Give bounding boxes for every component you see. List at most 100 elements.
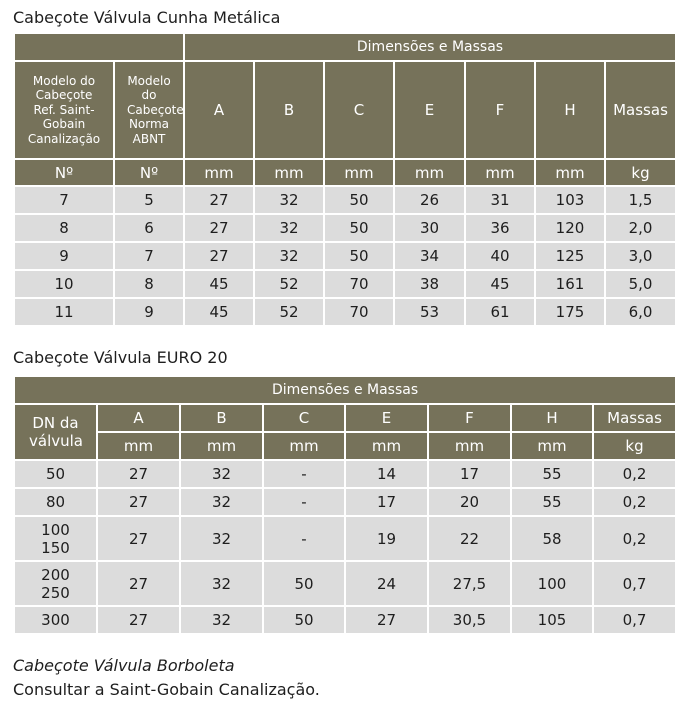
table-cell: 2,0	[604, 213, 677, 243]
table-cell: 1,5	[604, 185, 677, 215]
table2-unit: kg	[591, 431, 678, 461]
table-cell: 9	[13, 241, 115, 271]
table-cell: 103	[534, 185, 606, 215]
table-cell: 19	[344, 515, 429, 562]
table-cell: 32	[179, 487, 264, 517]
table-cell: 34	[393, 241, 466, 271]
table-cell: 161	[534, 269, 606, 299]
table1-unit: mm	[464, 158, 536, 187]
table-cell: 70	[323, 297, 395, 327]
table-cell: 30	[393, 213, 466, 243]
table2-header-e: E	[344, 403, 429, 433]
table-cell: 7	[13, 185, 115, 215]
table2: Dimensões e Massas DN da válvula A B C E…	[12, 375, 678, 635]
table-row: 10 8 45 52 70 38 45 161 5,0	[13, 269, 677, 299]
table-cell: 120	[534, 213, 606, 243]
table-cell: 27	[96, 459, 181, 489]
table-cell: 40	[464, 241, 536, 271]
table2-unit: mm	[427, 431, 512, 461]
table1-unit: mm	[323, 158, 395, 187]
table-cell: 5,0	[604, 269, 677, 299]
table2-header-f: F	[427, 403, 512, 433]
table1-col1-header: Modelo do Cabeçote Ref. Saint-Gobain Can…	[13, 60, 115, 160]
table1-header-b: B	[253, 60, 325, 160]
table2-unit: mm	[179, 431, 264, 461]
table1-title: Cabeçote Válvula Cunha Metálica	[13, 8, 281, 27]
table-cell: 32	[253, 213, 325, 243]
table-cell: 27	[183, 185, 255, 215]
table-cell: 58	[510, 515, 594, 562]
table1-header-a: A	[183, 60, 255, 160]
table-cell: 70	[323, 269, 395, 299]
table2-header-h: H	[510, 403, 594, 433]
table2-header-b: B	[179, 403, 264, 433]
table-cell: 0,2	[591, 515, 678, 562]
table2-unit: mm	[96, 431, 181, 461]
table-cell: 100	[510, 560, 594, 607]
table-cell: 26	[393, 185, 466, 215]
table-cell: 50	[13, 459, 98, 489]
table-cell: 175	[534, 297, 606, 327]
table-cell: 55	[510, 487, 594, 517]
table-cell: 20	[427, 487, 512, 517]
table-cell: 105	[510, 605, 594, 635]
table-cell: 27,5	[427, 560, 512, 607]
table2-header-a: A	[96, 403, 181, 433]
table-cell: 10	[13, 269, 115, 299]
table-cell: 17	[427, 459, 512, 489]
table-cell: 3,0	[604, 241, 677, 271]
table-cell: 6	[113, 213, 185, 243]
table-cell: 36	[464, 213, 536, 243]
table-cell: 32	[253, 241, 325, 271]
table1: Dimensões e Massas Modelo do Cabeçote Re…	[13, 32, 677, 327]
table-row: 7 5 27 32 50 26 31 103 1,5	[13, 185, 677, 215]
table2-col1-header: DN da válvula	[13, 403, 98, 461]
table1-header-e: E	[393, 60, 466, 160]
table-cell: 8	[13, 213, 115, 243]
table-cell: 52	[253, 269, 325, 299]
table-cell: 0,7	[591, 605, 678, 635]
table-cell: 27	[96, 560, 181, 607]
table-row: 200 250 27 32 50 24 27,5 100 0,7	[13, 560, 678, 607]
table-cell: 32	[179, 515, 264, 562]
table-cell: -	[262, 459, 346, 489]
table-cell: 11	[13, 297, 115, 327]
table-cell: 45	[183, 297, 255, 327]
table1-corner	[13, 32, 185, 62]
table1-unit: mm	[393, 158, 466, 187]
table-cell: 7	[113, 241, 185, 271]
table-cell: 27	[344, 605, 429, 635]
table-cell: 50	[323, 185, 395, 215]
table1-header-c: C	[323, 60, 395, 160]
table-cell: 30,5	[427, 605, 512, 635]
table-row: 300 27 32 50 27 30,5 105 0,7	[13, 605, 678, 635]
table-cell: -	[262, 487, 346, 517]
table-cell: 32	[179, 605, 264, 635]
table-cell: 14	[344, 459, 429, 489]
table-cell: 38	[393, 269, 466, 299]
table-row: 8 6 27 32 50 30 36 120 2,0	[13, 213, 677, 243]
table-cell: 0,7	[591, 560, 678, 607]
table-cell: 50	[323, 241, 395, 271]
table-cell: 27	[96, 515, 181, 562]
table1-unit: Nº	[13, 158, 115, 187]
table-cell: 6,0	[604, 297, 677, 327]
table-cell: 45	[183, 269, 255, 299]
table1-group-header: Dimensões e Massas	[183, 32, 677, 62]
table-cell: 31	[464, 185, 536, 215]
footer-text: Consultar a Saint-Gobain Canalização.	[13, 680, 320, 699]
table-cell: 50	[262, 605, 346, 635]
table-cell: 300	[13, 605, 98, 635]
table-cell: 61	[464, 297, 536, 327]
table-cell: 27	[96, 487, 181, 517]
table1-header-h: H	[534, 60, 606, 160]
table1-unit: mm	[183, 158, 255, 187]
table2-unit: mm	[344, 431, 429, 461]
table1-unit: kg	[604, 158, 677, 187]
table1-unit: Nº	[113, 158, 185, 187]
table-cell: 9	[113, 297, 185, 327]
table-cell: 24	[344, 560, 429, 607]
table-row: 50 27 32 - 14 17 55 0,2	[13, 459, 678, 489]
table-cell: 45	[464, 269, 536, 299]
table-row: 100 150 27 32 - 19 22 58 0,2	[13, 515, 678, 562]
